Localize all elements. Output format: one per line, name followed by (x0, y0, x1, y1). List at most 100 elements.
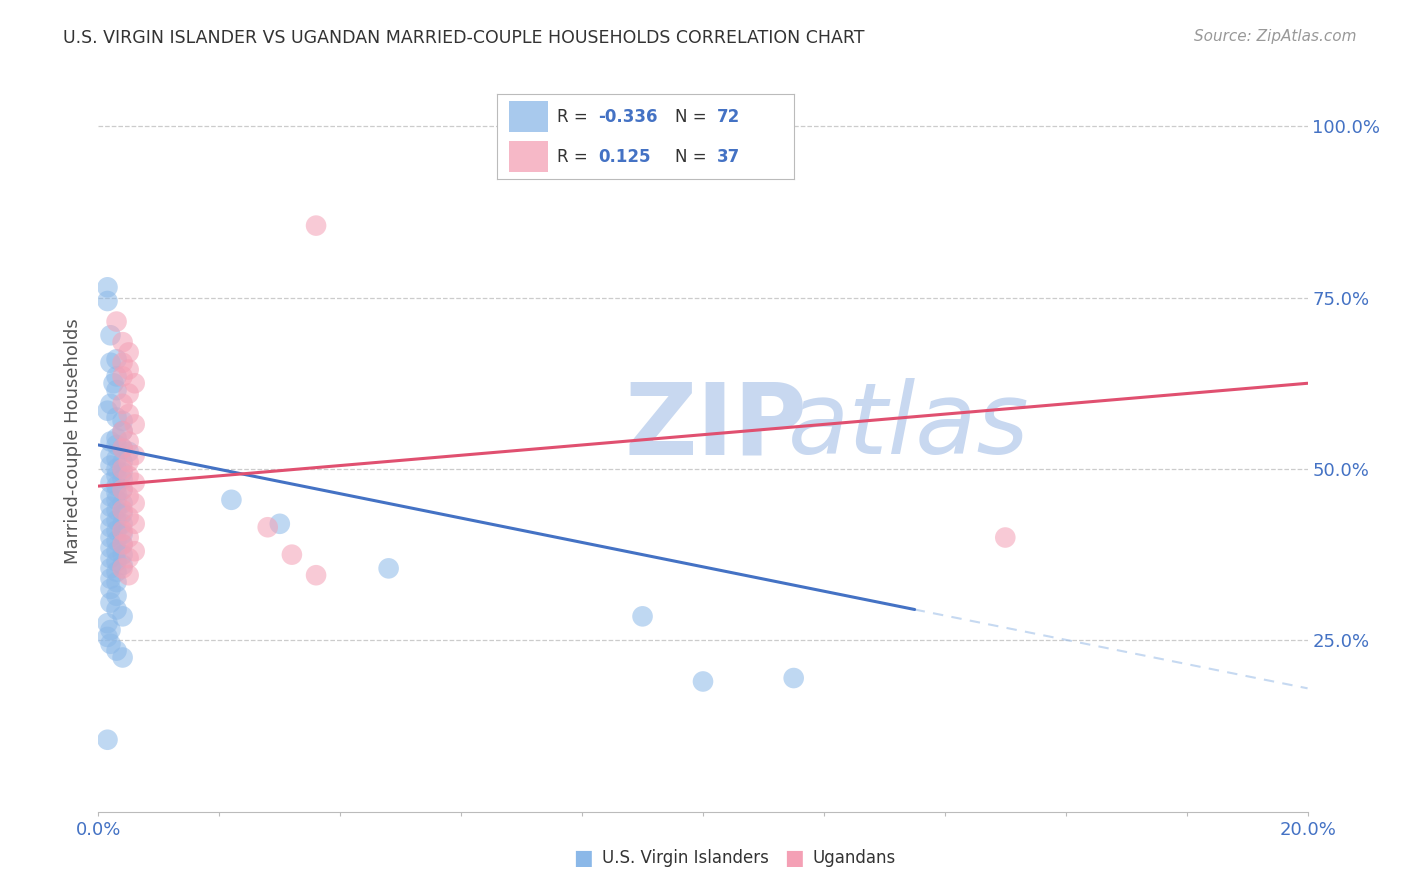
Point (111, 483, 134, 497)
Point (124, 417, 146, 432)
Point (105, 431, 128, 445)
Point (118, 455, 141, 469)
Point (111, 472, 134, 486)
Text: ZIP: ZIP (624, 378, 807, 475)
Point (105, 486, 128, 500)
Point (111, 356, 134, 370)
Point (100, 500, 122, 514)
Point (111, 424, 134, 438)
Point (111, 503, 134, 517)
Point (105, 369, 128, 384)
Point (105, 383, 128, 397)
Point (96, 630, 118, 644)
Point (105, 589, 128, 603)
Point (281, 548, 304, 562)
Point (111, 466, 134, 480)
Point (105, 315, 128, 329)
Point (111, 483, 134, 497)
Point (124, 496, 146, 510)
Point (100, 510, 122, 524)
Point (96, 403, 118, 417)
Text: Ugandans: Ugandans (813, 849, 896, 867)
Point (100, 561, 122, 575)
Point (124, 475, 146, 490)
Point (118, 510, 141, 524)
Point (118, 434, 141, 449)
Point (111, 462, 134, 476)
Point (111, 335, 134, 350)
Point (100, 531, 122, 545)
Point (111, 516, 134, 531)
Point (111, 496, 134, 510)
Point (111, 537, 134, 551)
Point (100, 458, 122, 473)
Point (221, 492, 243, 507)
Point (256, 520, 278, 534)
Point (100, 582, 122, 596)
Point (111, 561, 134, 575)
Point (124, 516, 146, 531)
Point (100, 448, 122, 462)
Point (105, 533, 128, 548)
Point (105, 503, 128, 517)
Point (118, 386, 141, 401)
Point (105, 468, 128, 483)
Text: ■: ■ (574, 848, 593, 868)
Point (96, 293, 118, 308)
Point (111, 424, 134, 438)
Point (111, 527, 134, 541)
Point (105, 575, 128, 590)
Point (100, 356, 122, 370)
Point (118, 445, 141, 459)
Point (100, 596, 122, 610)
Point (105, 513, 128, 527)
Point (111, 537, 134, 551)
Point (105, 554, 128, 568)
Point (305, 568, 328, 582)
Point (124, 544, 146, 558)
Point (100, 328, 122, 343)
Point (103, 376, 125, 391)
Point (111, 524, 134, 538)
Point (111, 442, 134, 456)
Text: atlas: atlas (787, 378, 1029, 475)
Point (100, 551, 122, 566)
Point (105, 410, 128, 425)
Point (105, 492, 128, 507)
Point (111, 455, 134, 469)
Text: Source: ZipAtlas.com: Source: ZipAtlas.com (1194, 29, 1357, 44)
Point (105, 352, 128, 367)
Point (105, 462, 128, 476)
Text: U.S. VIRGIN ISLANDER VS UGANDAN MARRIED-COUPLE HOUSEHOLDS CORRELATION CHART: U.S. VIRGIN ISLANDER VS UGANDAN MARRIED-… (63, 29, 865, 46)
Point (111, 558, 134, 572)
Point (100, 541, 122, 555)
Point (100, 520, 122, 534)
Point (377, 561, 399, 575)
Point (96, 732, 118, 747)
Point (783, 671, 806, 685)
Point (111, 442, 134, 456)
Point (111, 414, 134, 428)
Point (124, 376, 146, 391)
Text: ■: ■ (785, 848, 804, 868)
Y-axis label: Married-couple Households: Married-couple Households (65, 318, 83, 565)
Point (111, 397, 134, 411)
Point (100, 572, 122, 586)
Point (305, 219, 328, 233)
Point (111, 507, 134, 521)
Point (105, 451, 128, 466)
Point (100, 475, 122, 490)
Point (96, 616, 118, 631)
Point (631, 609, 654, 624)
Point (118, 489, 141, 503)
Point (105, 479, 128, 493)
Point (118, 551, 141, 566)
Point (105, 643, 128, 657)
Point (100, 434, 122, 449)
Point (124, 448, 146, 462)
Point (994, 531, 1017, 545)
Point (118, 362, 141, 376)
Point (105, 544, 128, 558)
Point (269, 516, 291, 531)
Point (111, 548, 134, 562)
